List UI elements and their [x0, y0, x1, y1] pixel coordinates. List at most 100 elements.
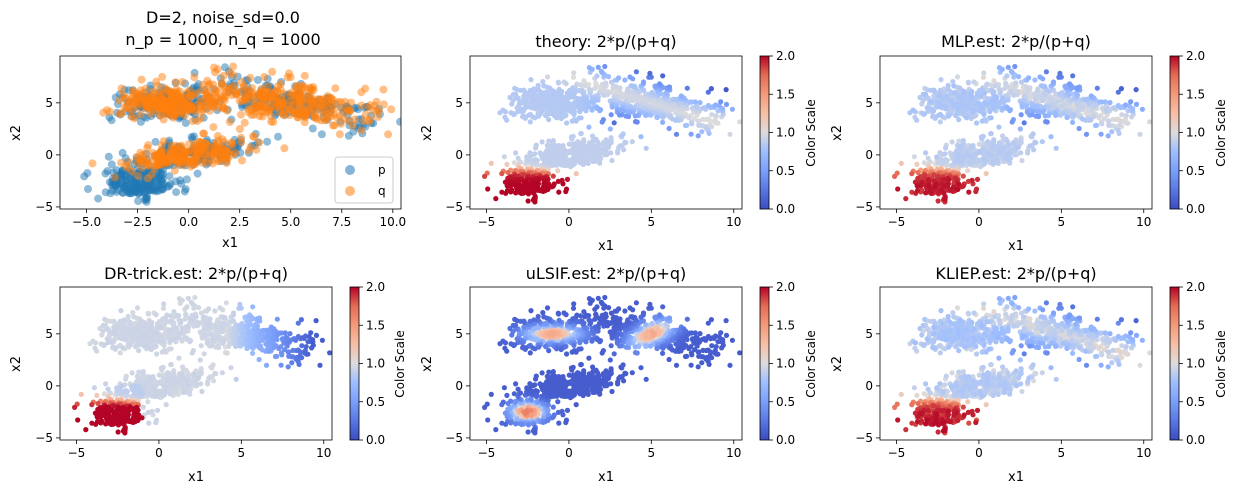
- point-q: [178, 78, 187, 86]
- mlp-point: [1070, 112, 1076, 118]
- theory-point: [537, 150, 543, 156]
- mlp-point: [942, 103, 949, 109]
- theory-ytick-label-0: −5: [445, 200, 463, 214]
- point-q: [167, 141, 176, 150]
- theory-point: [560, 143, 566, 149]
- mlp-colorbar-tick-label-4: 2.0: [1186, 49, 1205, 63]
- point-p: [263, 137, 272, 146]
- mlp-point: [983, 171, 989, 177]
- theory-point: [654, 114, 660, 120]
- theory-point: [627, 109, 633, 115]
- panel-theory: theory: 2*p/(p+q) −5 0 5 10−505 0.00.51.01.…: [420, 32, 818, 254]
- theory-point: [512, 85, 518, 91]
- mlp-point: [1042, 113, 1048, 119]
- theory-point: [601, 92, 607, 98]
- mlp-point: [981, 70, 987, 76]
- theory-point: [609, 157, 615, 164]
- theory-point: [499, 171, 505, 177]
- point-q: [196, 146, 205, 155]
- theory-point: [535, 82, 541, 89]
- theory-xtick-label-2: 5: [648, 215, 656, 229]
- point-q: [267, 117, 276, 126]
- mlp-point: [931, 172, 937, 178]
- mlp-point: [951, 83, 957, 89]
- theory-xtick-label-3: 10: [726, 215, 741, 229]
- point-q: [199, 129, 208, 138]
- mlp-point: [961, 88, 967, 94]
- mlp-point: [1061, 110, 1067, 116]
- scatter-xtick-label-4: 5.0: [281, 215, 300, 229]
- mlp-point: [954, 186, 961, 192]
- point-q: [219, 71, 228, 80]
- point-p: [134, 197, 143, 205]
- mlp-point: [954, 110, 960, 116]
- mlp-point: [1005, 64, 1011, 70]
- point-p: [187, 133, 196, 141]
- point-q: [276, 80, 285, 88]
- point-q: [369, 106, 378, 115]
- point-p: [396, 117, 401, 126]
- theory-point: [502, 114, 508, 120]
- mlp-point: [1053, 91, 1059, 97]
- mlp-point: [1074, 85, 1080, 91]
- theory-point: [521, 172, 527, 178]
- theory-point: [587, 90, 593, 96]
- mlp-point: [1123, 102, 1129, 108]
- theory-point: [660, 114, 666, 120]
- theory-colorbar-tick-label-4: 2.0: [776, 49, 795, 63]
- mlp-point: [921, 160, 927, 166]
- mlp-colorbar-gradient: [1169, 55, 1180, 210]
- mlp-xtick-label-3: 10: [1136, 215, 1151, 229]
- mlp-point: [997, 90, 1003, 96]
- point-q: [136, 156, 145, 165]
- point-q: [196, 139, 205, 148]
- mlp-point: [926, 178, 932, 184]
- theory-point: [556, 189, 562, 195]
- mlp-point: [1034, 104, 1040, 110]
- mlp-point: [927, 187, 934, 193]
- theory-xtick-label-1: 0: [565, 215, 573, 229]
- point-q: [295, 89, 304, 98]
- mlp-point: [946, 113, 952, 119]
- point-q: [170, 166, 179, 175]
- mlp-point: [940, 176, 947, 182]
- mlp-point: [926, 182, 932, 188]
- theory-point: [684, 85, 690, 91]
- mlp-point: [1012, 63, 1018, 70]
- theory-point: [543, 89, 549, 95]
- theory-point: [602, 63, 608, 70]
- theory-point: [715, 120, 721, 126]
- theory-point: [566, 141, 572, 147]
- mlp-point: [1039, 109, 1045, 115]
- theory-point: [597, 108, 603, 114]
- point-q: [252, 145, 261, 154]
- mlp-point: [976, 141, 982, 147]
- theory-point: [705, 102, 712, 109]
- theory-point: [563, 188, 569, 195]
- point-q: [227, 84, 236, 92]
- mlp-point: [1122, 116, 1128, 123]
- theory-point: [533, 142, 539, 148]
- drtrick-point: [224, 350, 230, 356]
- mlp-point: [1139, 106, 1145, 112]
- point-q: [125, 105, 134, 114]
- mlp-point: [1056, 74, 1062, 80]
- mlp-point: [898, 160, 904, 166]
- theory-point: [539, 139, 545, 145]
- point-q: [357, 101, 366, 110]
- mlp-point: [1039, 139, 1045, 145]
- theory-point: [633, 69, 640, 75]
- point-p: [129, 177, 138, 185]
- point-q: [245, 90, 254, 99]
- point-q: [196, 103, 205, 112]
- point-p: [404, 131, 412, 139]
- theory-point: [643, 112, 649, 118]
- mlp-point: [1013, 80, 1019, 86]
- theory-point: [531, 86, 537, 92]
- point-q: [255, 138, 264, 147]
- mlp-point: [976, 100, 982, 106]
- point-p: [159, 184, 167, 193]
- mlp-points: [892, 63, 1152, 205]
- mlp-point: [965, 153, 972, 159]
- mlp-point: [996, 150, 1003, 156]
